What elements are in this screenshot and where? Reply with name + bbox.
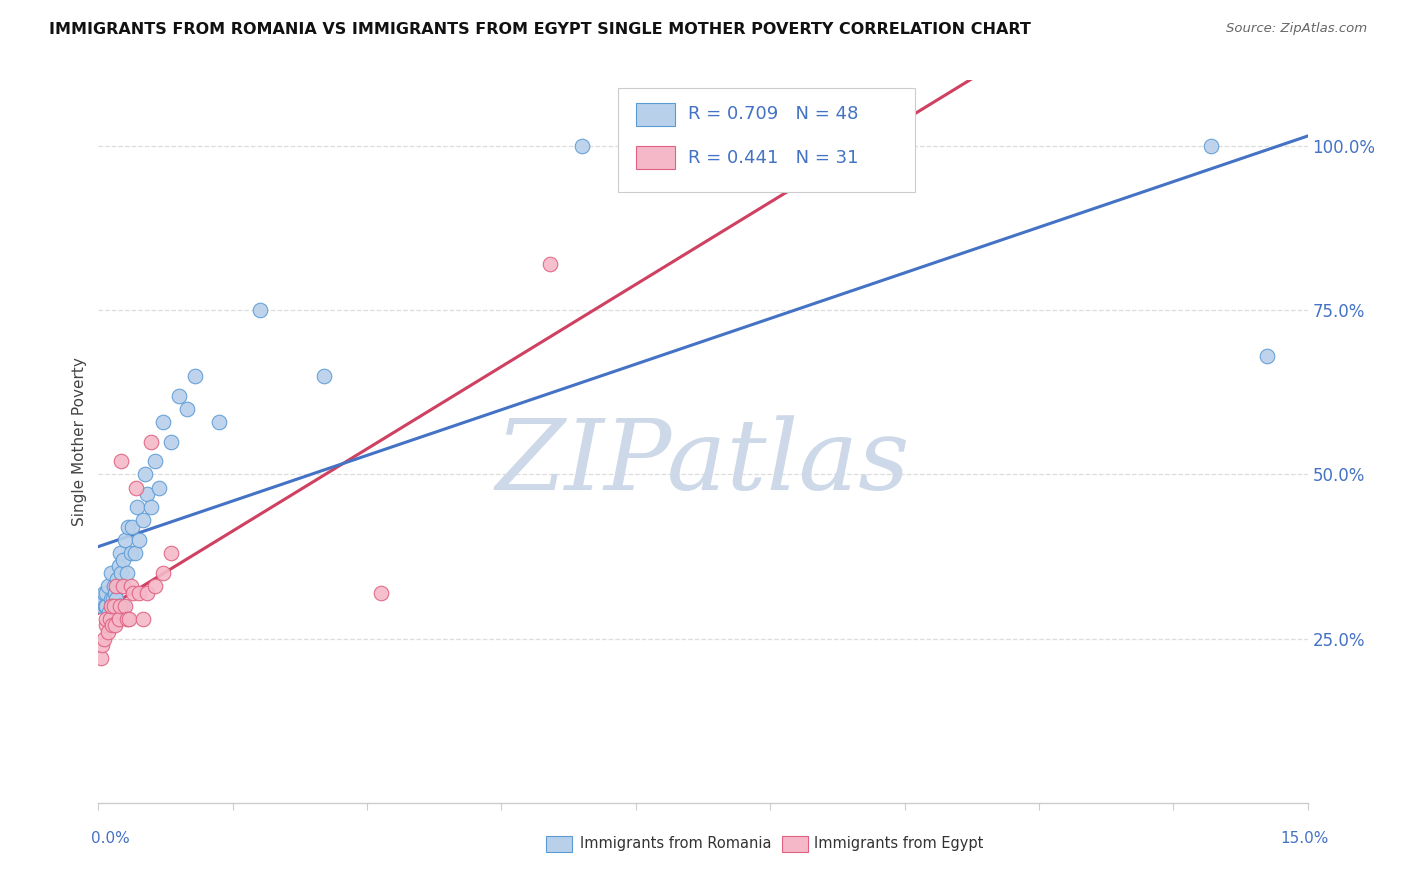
Point bbox=[125, 481, 148, 495]
Point bbox=[132, 612, 155, 626]
Point bbox=[101, 599, 124, 613]
Point bbox=[118, 612, 141, 626]
Point bbox=[107, 559, 129, 574]
Point bbox=[134, 467, 156, 482]
Text: Immigrants from Romania: Immigrants from Romania bbox=[579, 837, 770, 852]
Point bbox=[108, 546, 131, 560]
Point bbox=[249, 303, 271, 318]
Point bbox=[160, 434, 183, 449]
Point bbox=[105, 592, 128, 607]
Point bbox=[93, 585, 115, 599]
Point bbox=[160, 546, 183, 560]
Point bbox=[104, 585, 127, 599]
Point bbox=[122, 585, 145, 599]
Text: R = 0.441   N = 31: R = 0.441 N = 31 bbox=[689, 149, 859, 167]
Point bbox=[121, 520, 143, 534]
Point bbox=[143, 579, 166, 593]
Point bbox=[94, 599, 117, 613]
Point bbox=[100, 592, 122, 607]
Point bbox=[111, 579, 134, 593]
Text: Immigrants from Egypt: Immigrants from Egypt bbox=[814, 837, 984, 852]
Point bbox=[112, 553, 135, 567]
Point bbox=[96, 612, 118, 626]
Point bbox=[184, 368, 207, 383]
Point bbox=[96, 585, 118, 599]
Point bbox=[1256, 349, 1278, 363]
Point bbox=[167, 388, 190, 402]
Point bbox=[94, 599, 117, 613]
Point bbox=[91, 592, 114, 607]
Point bbox=[97, 579, 120, 593]
FancyBboxPatch shape bbox=[637, 103, 675, 126]
Text: R = 0.709   N = 48: R = 0.709 N = 48 bbox=[689, 105, 859, 123]
Point bbox=[100, 566, 122, 580]
FancyBboxPatch shape bbox=[637, 146, 675, 169]
Point bbox=[208, 415, 231, 429]
Point bbox=[98, 612, 121, 626]
Point bbox=[135, 585, 157, 599]
Text: 0.0%: 0.0% bbox=[91, 831, 131, 846]
Point bbox=[117, 520, 139, 534]
Y-axis label: Single Mother Poverty: Single Mother Poverty bbox=[72, 357, 87, 526]
Point bbox=[114, 599, 136, 613]
Point bbox=[1199, 139, 1222, 153]
Point bbox=[128, 533, 150, 547]
Point bbox=[148, 481, 170, 495]
Point bbox=[114, 533, 136, 547]
Point bbox=[94, 618, 117, 632]
Point bbox=[103, 612, 125, 626]
Point bbox=[91, 638, 114, 652]
Text: Source: ZipAtlas.com: Source: ZipAtlas.com bbox=[1226, 22, 1367, 36]
Text: ZIPatlas: ZIPatlas bbox=[496, 416, 910, 511]
Point bbox=[108, 599, 131, 613]
Point bbox=[127, 500, 149, 515]
Point bbox=[107, 612, 129, 626]
Point bbox=[124, 546, 146, 560]
Point bbox=[103, 618, 125, 632]
Point bbox=[152, 566, 174, 580]
Point bbox=[101, 618, 124, 632]
Point bbox=[176, 401, 198, 416]
Point bbox=[97, 625, 120, 640]
Point bbox=[120, 579, 142, 593]
Point bbox=[108, 599, 131, 613]
Point bbox=[105, 573, 128, 587]
Point bbox=[139, 434, 162, 449]
Point bbox=[93, 632, 115, 646]
Point bbox=[370, 585, 392, 599]
Point bbox=[538, 257, 561, 271]
Point bbox=[110, 566, 132, 580]
FancyBboxPatch shape bbox=[619, 87, 915, 193]
Point bbox=[103, 599, 125, 613]
Point bbox=[128, 585, 150, 599]
Point bbox=[100, 599, 122, 613]
Text: IMMIGRANTS FROM ROMANIA VS IMMIGRANTS FROM EGYPT SINGLE MOTHER POVERTY CORRELATI: IMMIGRANTS FROM ROMANIA VS IMMIGRANTS FR… bbox=[49, 22, 1031, 37]
Point bbox=[115, 612, 138, 626]
Point bbox=[111, 599, 134, 613]
Point bbox=[97, 605, 120, 619]
Point bbox=[152, 415, 174, 429]
Point bbox=[90, 651, 112, 665]
FancyBboxPatch shape bbox=[546, 836, 572, 852]
Point bbox=[115, 566, 138, 580]
Point bbox=[314, 368, 336, 383]
Point bbox=[143, 454, 166, 468]
Point bbox=[103, 579, 125, 593]
Point bbox=[135, 487, 157, 501]
Point bbox=[105, 579, 128, 593]
Point bbox=[120, 546, 142, 560]
Point bbox=[90, 599, 112, 613]
Point bbox=[101, 592, 124, 607]
Point bbox=[571, 139, 593, 153]
Point bbox=[110, 454, 132, 468]
Point bbox=[132, 513, 155, 527]
FancyBboxPatch shape bbox=[782, 836, 808, 852]
Text: 15.0%: 15.0% bbox=[1281, 831, 1329, 846]
Point bbox=[139, 500, 162, 515]
